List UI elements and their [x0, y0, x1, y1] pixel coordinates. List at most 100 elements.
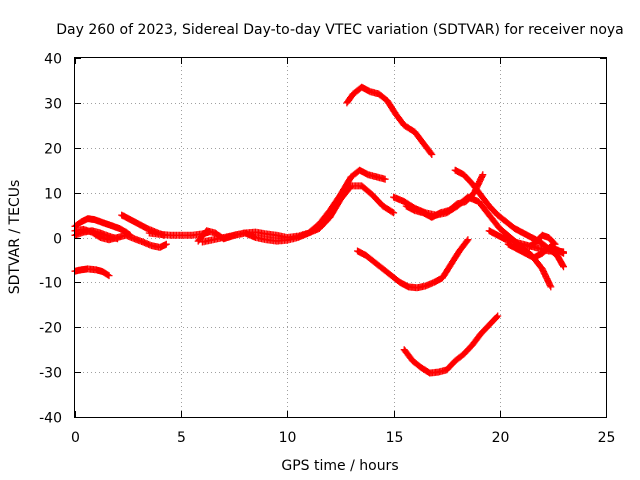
- data-point: [265, 238, 268, 241]
- series-arc-10: [354, 236, 472, 292]
- data-point: [533, 256, 535, 259]
- data-point: [462, 353, 465, 356]
- series-arc-8: [198, 166, 389, 246]
- data-point: [108, 235, 110, 237]
- data-point: [125, 234, 127, 237]
- x-tick-label: 5: [177, 430, 186, 446]
- data-point: [118, 227, 121, 230]
- data-point: [422, 212, 425, 214]
- data-point: [159, 246, 161, 249]
- data-point: [373, 261, 376, 264]
- y-tick-label: 40: [44, 52, 62, 68]
- data-point: [201, 241, 204, 243]
- data-point: [80, 221, 83, 223]
- data-point: [445, 369, 448, 371]
- data-point: [507, 243, 510, 245]
- data-point: [524, 252, 527, 254]
- y-tick-label: -10: [39, 276, 62, 292]
- data-point: [99, 236, 102, 239]
- data-point: [369, 90, 372, 93]
- data-point: [276, 234, 278, 237]
- plot-frame: [74, 57, 607, 418]
- data-point: [233, 234, 236, 237]
- data-point: [367, 173, 369, 176]
- series-arc-13: [402, 171, 487, 221]
- data-point: [499, 227, 501, 230]
- data-point: [556, 254, 558, 257]
- data-point: [420, 366, 423, 369]
- data-point: [411, 360, 414, 362]
- data-point: [530, 236, 533, 239]
- data-point: [428, 372, 431, 374]
- series-arc-16: [504, 240, 567, 262]
- data-point: [133, 238, 136, 240]
- x-tick-label: 0: [71, 430, 80, 446]
- series-arc-11: [400, 312, 502, 377]
- data-point: [297, 236, 299, 239]
- data-point: [365, 254, 367, 257]
- data-point: [350, 176, 352, 178]
- data-point: [431, 216, 433, 219]
- data-point: [488, 230, 491, 232]
- axis-ticks: 0 5 10 15 20 25 -40 -30 -20 -10 0 10 20 30 40: [39, 52, 615, 447]
- data-points: [71, 83, 567, 377]
- data-point: [454, 360, 457, 362]
- data-point: [539, 247, 541, 250]
- data-point: [276, 240, 278, 242]
- data-point: [477, 200, 480, 203]
- data-point: [403, 348, 406, 351]
- data-point: [382, 268, 384, 270]
- data-point: [407, 286, 410, 288]
- data-point: [150, 244, 153, 247]
- data-point: [394, 113, 397, 115]
- data-point: [479, 194, 482, 196]
- data-point: [541, 234, 544, 237]
- data-point: [488, 214, 491, 216]
- data-point: [539, 241, 541, 243]
- data-point: [101, 270, 104, 273]
- data-point: [286, 239, 289, 241]
- data-point: [346, 102, 348, 104]
- data-point: [513, 241, 516, 243]
- data-point: [142, 241, 144, 243]
- data-point: [403, 200, 406, 203]
- data-point: [458, 250, 461, 252]
- data-point: [358, 169, 361, 171]
- data-point: [422, 142, 425, 145]
- data-point: [441, 277, 444, 279]
- y-tick-label: 10: [44, 187, 62, 203]
- y-tick-label: 30: [44, 97, 62, 113]
- data-point: [496, 315, 499, 317]
- data-point: [116, 238, 119, 240]
- data-point: [386, 99, 389, 102]
- data-point: [522, 243, 524, 245]
- data-point: [505, 221, 508, 223]
- data-point: [214, 232, 216, 234]
- y-tick-label: -30: [39, 366, 62, 382]
- data-point: [329, 209, 331, 212]
- data-point: [212, 238, 214, 241]
- data-point: [352, 93, 355, 95]
- data-point: [360, 185, 363, 187]
- data-point: [392, 196, 395, 198]
- data-point: [339, 194, 342, 196]
- data-point: [91, 230, 93, 232]
- data-point: [473, 191, 476, 194]
- x-tick-label: 10: [279, 430, 297, 446]
- data-point: [86, 268, 89, 270]
- data-point: [382, 205, 384, 207]
- data-point: [265, 233, 268, 235]
- data-point: [488, 324, 491, 326]
- data-point: [377, 93, 380, 95]
- data-point: [392, 212, 395, 214]
- data-point: [148, 232, 151, 234]
- data-point: [562, 265, 565, 268]
- data-point: [467, 238, 469, 241]
- data-point: [439, 212, 442, 214]
- data-point: [384, 178, 386, 180]
- data-point: [254, 231, 257, 233]
- data-point: [433, 281, 435, 284]
- data-point: [488, 205, 491, 207]
- data-point: [471, 344, 474, 347]
- data-point: [416, 287, 418, 289]
